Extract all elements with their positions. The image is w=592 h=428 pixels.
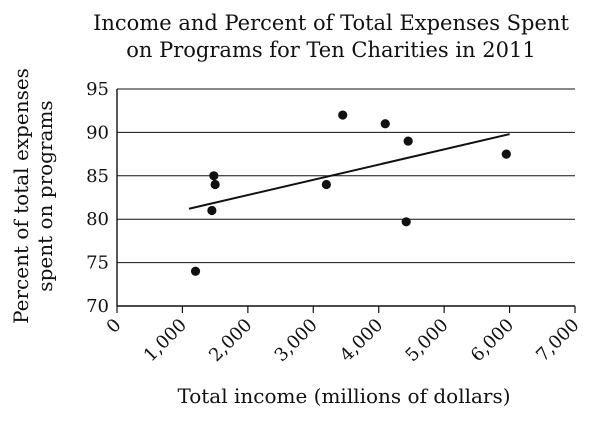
x-tick-label-5000: 5,000 (401, 315, 452, 366)
axes (116, 89, 576, 313)
data-point-5 (321, 179, 331, 190)
x-tick-label-2000: 2,000 (205, 315, 256, 366)
data-point-8 (403, 136, 413, 146)
chart-title: Income and Percent of Total Expenses Spe… (93, 11, 569, 62)
x-tick-label-4000: 4,000 (336, 315, 387, 366)
data-point-1 (190, 266, 201, 276)
y-tick-label-80: 80 (86, 209, 109, 230)
data-points (190, 110, 511, 276)
x-tick-labels: 0 1,000 2,000 3,000 4,000 5,000 6,000 7,000 (103, 315, 584, 366)
chart-title-line-2: on Programs for Ten Charities in 2011 (126, 38, 535, 62)
x-tick-label-1000: 1,000 (140, 315, 191, 366)
y-tick-labels: 70 75 80 85 90 95 (86, 79, 109, 317)
y-tick-label-90: 90 (86, 122, 109, 143)
x-tick-label-7000: 7,000 (532, 315, 583, 366)
data-point-3 (209, 171, 219, 181)
chart-title-line-1: Income and Percent of Total Expenses Spe… (93, 11, 569, 35)
y-tick-label-75: 75 (86, 253, 109, 274)
data-point-2 (207, 205, 217, 216)
gridlines (117, 88, 575, 264)
y-axis-title: Percent of total expenses spent on progr… (9, 68, 57, 324)
y-tick-label-85: 85 (86, 166, 109, 187)
y-axis-title-line-2: spent on programs (33, 100, 57, 291)
y-tick-label-70: 70 (86, 296, 109, 317)
x-tick-label-0: 0 (103, 315, 126, 338)
y-tick-label-95: 95 (86, 79, 109, 100)
data-point-4 (210, 179, 220, 190)
x-axis-title: Total income (millions of dollars) (177, 384, 510, 408)
x-tick-label-3000: 3,000 (271, 315, 322, 366)
x-tick-label-6000: 6,000 (467, 315, 518, 366)
trend-lines (188, 133, 510, 210)
y-axis-title-line-1: Percent of total expenses (9, 68, 33, 324)
data-point-7 (380, 119, 390, 129)
data-point-10 (501, 149, 511, 159)
data-point-9 (401, 217, 411, 227)
trend-line (188, 133, 510, 210)
data-point-6 (338, 110, 348, 120)
